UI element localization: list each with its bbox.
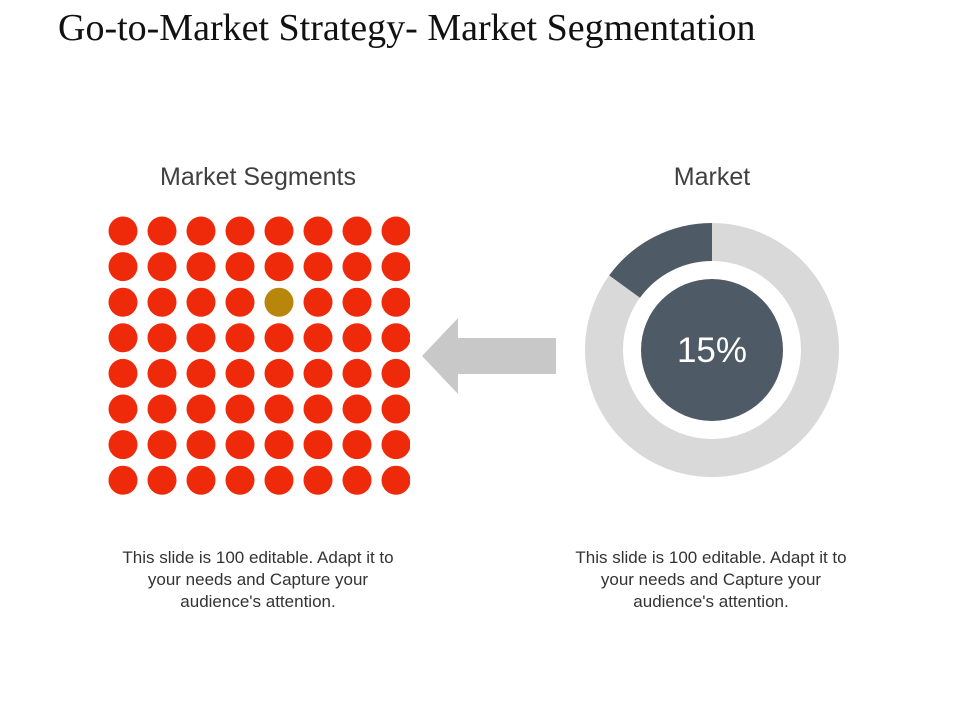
segment-dot (342, 465, 372, 495)
market-caption: This slide is 100 editable. Adapt it to … (575, 548, 847, 611)
segment-dot (186, 430, 216, 460)
segment-dot (342, 287, 372, 317)
segment-dot (225, 358, 255, 388)
segment-dot (381, 252, 410, 282)
segment-dot (381, 287, 410, 317)
slide-title: Go-to-Market Strategy- Market Segmentati… (58, 7, 756, 49)
segment-dot (186, 252, 216, 282)
segment-dot (264, 465, 294, 495)
segment-dot (147, 465, 177, 495)
segment-dot (303, 465, 333, 495)
segment-dot (381, 358, 410, 388)
market-heading: Market (673, 163, 751, 191)
segment-dot (108, 465, 138, 495)
segment-dot (108, 358, 138, 388)
segment-dot (264, 323, 294, 353)
segment-dot (303, 430, 333, 460)
segment-dot (381, 394, 410, 424)
segment-dot (147, 323, 177, 353)
segment-dot (225, 287, 255, 317)
segment-dot (108, 394, 138, 424)
segment-dot (108, 287, 138, 317)
segment-dot (186, 358, 216, 388)
segment-dot (342, 323, 372, 353)
segments-caption: This slide is 100 editable. Adapt it to … (122, 548, 394, 611)
segment-dot (303, 252, 333, 282)
segment-dot (303, 287, 333, 317)
share-percent-label: 15% (677, 331, 747, 370)
segment-dot (264, 216, 294, 246)
segment-dot (303, 216, 333, 246)
segment-dot (264, 394, 294, 424)
left-arrow-icon (422, 318, 556, 394)
segment-dot (225, 394, 255, 424)
segment-dot (225, 216, 255, 246)
donut-center (641, 279, 783, 421)
segment-dot (264, 252, 294, 282)
segment-dot (225, 430, 255, 460)
segment-dot (381, 216, 410, 246)
segment-dot (381, 323, 410, 353)
segment-dot (342, 358, 372, 388)
segment-dot (186, 323, 216, 353)
segment-dot (303, 358, 333, 388)
segment-dot (108, 252, 138, 282)
segment-dot (108, 323, 138, 353)
segment-dot (225, 323, 255, 353)
segment-dot (225, 465, 255, 495)
segment-dot (342, 252, 372, 282)
segment-dot (108, 216, 138, 246)
segment-dot (147, 358, 177, 388)
segment-dot (303, 394, 333, 424)
segment-dot (342, 430, 372, 460)
segment-dot (381, 430, 410, 460)
segment-dot (342, 216, 372, 246)
segment-dot (147, 430, 177, 460)
segment-dot (108, 430, 138, 460)
segment-dot (342, 394, 372, 424)
market-share-donut: 15% (585, 223, 839, 477)
segment-dot (381, 465, 410, 495)
segment-dot (147, 287, 177, 317)
segment-dot (186, 465, 216, 495)
segment-dot (264, 430, 294, 460)
segment-dot (303, 323, 333, 353)
segment-dot (147, 252, 177, 282)
highlighted-segment-dot (264, 287, 294, 317)
market-segments-dot-grid (108, 216, 410, 495)
segment-dot (186, 216, 216, 246)
segment-dot (147, 216, 177, 246)
segment-dot (147, 394, 177, 424)
segment-dot (186, 287, 216, 317)
segment-dot (225, 252, 255, 282)
donut-share-segment (585, 223, 839, 477)
segment-dot (186, 394, 216, 424)
segment-dot (264, 358, 294, 388)
market-segments-heading: Market Segments (160, 163, 356, 191)
